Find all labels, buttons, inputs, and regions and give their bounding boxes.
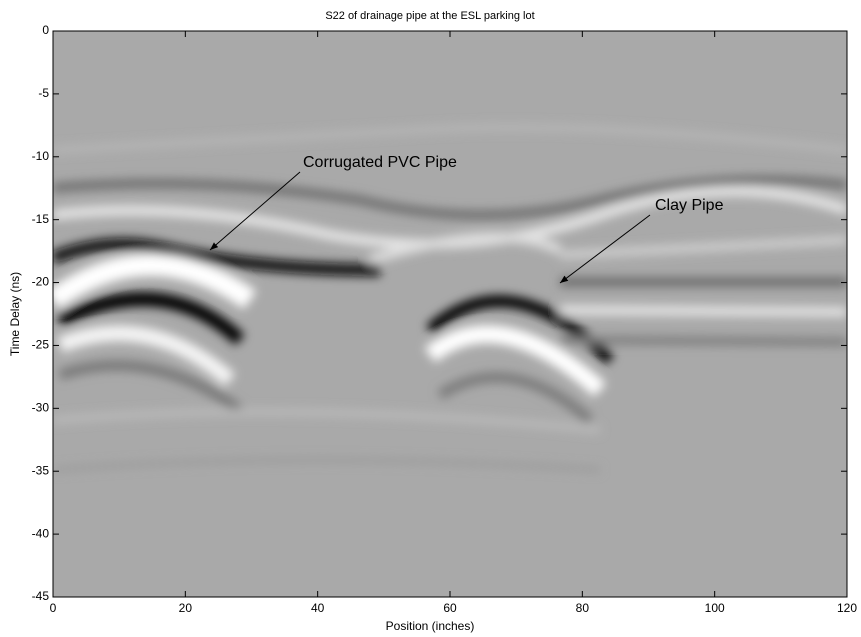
x-axis-label: Position (inches) — [386, 619, 475, 633]
y-tick-label: -5 — [38, 86, 49, 100]
annotation: Corrugated PVC Pipe — [303, 154, 457, 171]
x-tick-label: 120 — [837, 601, 857, 615]
y-tick-label: -25 — [32, 338, 50, 352]
y-tick-label: -15 — [32, 212, 50, 226]
y-tick-label: -30 — [32, 401, 50, 415]
y-tick-label: 0 — [42, 23, 49, 37]
y-tick-label: -40 — [32, 526, 50, 540]
y-tick-label: -35 — [32, 463, 50, 477]
y-tick-label: -45 — [32, 589, 50, 603]
x-tick-label: 100 — [705, 601, 725, 615]
annotation: Clay Pipe — [655, 197, 724, 214]
radargram — [53, 124, 847, 473]
x-tick-label: 80 — [576, 601, 590, 615]
x-tick-label: 40 — [311, 601, 325, 615]
x-tick-label: 20 — [179, 601, 193, 615]
y-axis-label: Time Delay (ns) — [8, 272, 22, 356]
x-tick-label: 0 — [50, 601, 57, 615]
chart-title: S22 of drainage pipe at the ESL parking … — [325, 10, 534, 22]
y-tick-label: -10 — [32, 149, 50, 163]
y-tick-label: -20 — [32, 275, 50, 289]
annotation-arrow — [559, 214, 651, 284]
x-tick-label: 60 — [443, 601, 457, 615]
annotation-arrow — [209, 171, 301, 251]
